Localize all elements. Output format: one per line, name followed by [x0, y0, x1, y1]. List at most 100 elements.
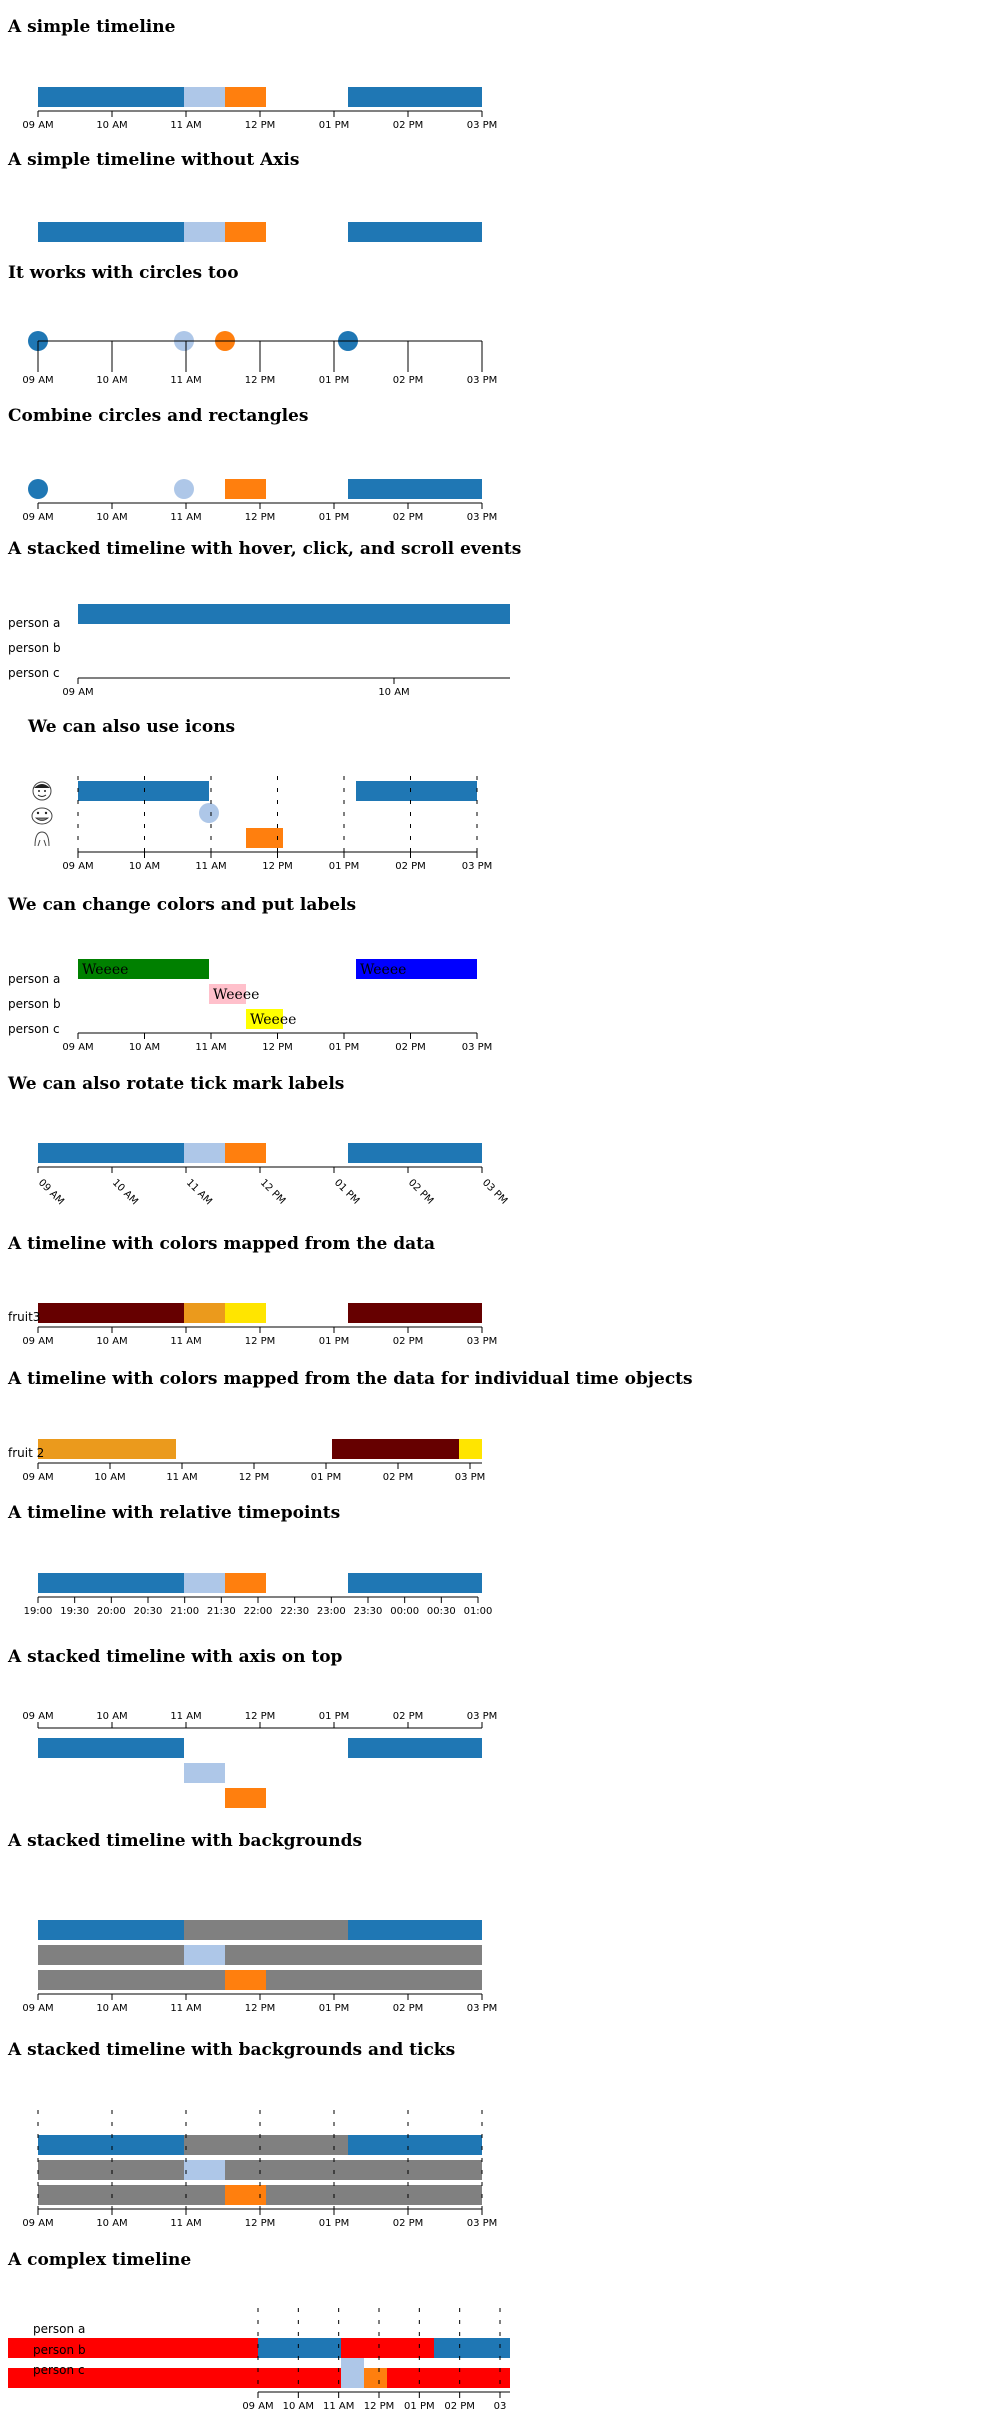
timeline-bar[interactable] [38, 1920, 184, 1940]
timeline-circle[interactable] [199, 803, 219, 823]
timeline-bar[interactable] [356, 959, 477, 979]
section-title: A stacked timeline with hover, click, an… [8, 539, 522, 559]
tick-label: 02 PM [395, 861, 426, 872]
timeline-bar[interactable] [356, 781, 477, 801]
timeline-bar[interactable] [38, 2135, 184, 2155]
timeline-bar[interactable] [225, 1970, 266, 1990]
tick-label: 02 PM [383, 1472, 414, 1483]
timeline-bar[interactable] [225, 479, 266, 499]
timeline-bar[interactable] [38, 1303, 184, 1323]
timeline-bar[interactable] [184, 87, 225, 107]
timeline-bar[interactable] [348, 1303, 482, 1323]
timeline-bar[interactable] [348, 479, 482, 499]
timeline-bar[interactable] [78, 604, 510, 624]
tick-label: 20:00 [97, 1606, 126, 1617]
timeline-bar[interactable] [225, 1788, 266, 1808]
timeline-bar[interactable] [38, 1738, 184, 1758]
timeline-bar[interactable] [348, 1143, 482, 1163]
tick-label: 12 PM [258, 1177, 287, 1206]
timeline-bar[interactable] [332, 1439, 459, 1459]
tick-label: 02 PM [393, 512, 424, 523]
timeline-bar[interactable] [246, 828, 283, 848]
timeline-bar[interactable] [225, 1143, 266, 1163]
tick-label: 09 AM [22, 2218, 53, 2229]
tick-label: 00:00 [390, 1606, 419, 1617]
timeline-bar[interactable] [434, 2338, 510, 2358]
timeline-bar[interactable] [258, 2338, 341, 2358]
timeline-bar[interactable] [225, 222, 266, 242]
tick-label: 03 PM [467, 1711, 498, 1722]
timeline-bar[interactable] [38, 222, 184, 242]
tick-label: 21:00 [170, 1606, 199, 1617]
timeline-bar[interactable] [78, 781, 209, 801]
timeline-bar[interactable] [364, 2368, 387, 2388]
tick-label: 01 PM [329, 1042, 360, 1053]
rotated-labels-timeline: 09 AM 10 AM 11 AM 12 PM 01 PM 02 PM 03 PM [36, 1143, 509, 1207]
timeline-bar[interactable] [348, 2135, 482, 2155]
tick-label: 11 AM [170, 2003, 201, 2014]
timeline-bar[interactable] [184, 1763, 225, 1783]
tick-label: 10 AM [96, 1711, 127, 1722]
section-title: A stacked timeline with backgrounds [8, 1831, 363, 1851]
timeline-bar[interactable] [38, 1439, 176, 1459]
tick-label: 10 AM [129, 861, 160, 872]
tick-label: 11 AM [184, 1177, 214, 1207]
section-title: We can also rotate tick mark labels [8, 1074, 345, 1094]
timeline-bar[interactable] [184, 1945, 225, 1965]
tick-label: 11 AM [170, 512, 201, 523]
timeline-bar[interactable] [225, 87, 266, 107]
tick-label: 12 PM [245, 2003, 276, 2014]
timeline-bar[interactable] [8, 2338, 258, 2358]
timeline-bar[interactable] [209, 984, 246, 1004]
tick-label: 02 PM [393, 120, 424, 131]
tick-label: 09 AM [22, 1472, 53, 1483]
timeline-bar[interactable] [8, 2368, 365, 2388]
timeline-bar[interactable] [246, 1009, 283, 1029]
tick-label: 03 PM [462, 1042, 493, 1053]
timeline-bar[interactable] [78, 959, 209, 979]
timeline-bar[interactable] [184, 222, 225, 242]
timeline-bar[interactable] [225, 1303, 266, 1323]
tick-label: 12 PM [245, 375, 276, 386]
timeline-bar[interactable] [38, 87, 184, 107]
tick-label: 02 PM [393, 1711, 424, 1722]
tick-label: 12 PM [245, 2218, 276, 2229]
circles-timeline: 09 AM 10 AM 11 AM 12 PM 01 PM 02 PM 03 PM [22, 331, 497, 386]
timeline-circle[interactable] [28, 479, 48, 499]
timeline-bar[interactable] [184, 1573, 225, 1593]
timeline-bar[interactable] [348, 87, 482, 107]
timeline-bar[interactable] [341, 2338, 434, 2358]
timeline-bar[interactable] [225, 2185, 266, 2205]
tick-label: 03 [494, 2401, 507, 2412]
row-label: fruit 2 [8, 1446, 44, 1460]
timeline-circle[interactable] [174, 479, 194, 499]
timeline-bar[interactable] [348, 222, 482, 242]
timeline-bar[interactable] [184, 1303, 225, 1323]
tick-label: 21:30 [207, 1606, 236, 1617]
timeline-bar[interactable] [225, 1573, 266, 1593]
timeline-bar[interactable] [348, 1920, 482, 1940]
tick-label: 09 AM [22, 512, 53, 523]
timeline-bar[interactable] [38, 1143, 184, 1163]
timeline-bar[interactable] [341, 2358, 364, 2368]
tick-label: 01 PM [319, 2218, 350, 2229]
tick-label: 11 AM [195, 1042, 226, 1053]
tick-label: 02 PM [395, 1042, 426, 1053]
section-title: A timeline with colors mapped from the d… [8, 1369, 693, 1389]
tick-label: 09 AM [22, 1711, 53, 1722]
timeline-bar[interactable] [387, 2368, 510, 2388]
section-title: A simple timeline [8, 17, 176, 37]
timeline-bar[interactable] [184, 1143, 225, 1163]
row-label: person c [8, 1022, 60, 1036]
tick-label: 20:30 [134, 1606, 163, 1617]
timeline-bar[interactable] [38, 1573, 184, 1593]
tick-label: 12 PM [262, 1042, 293, 1053]
time-axis[interactable]: 09 AM 10 AM [62, 677, 510, 698]
timeline-bar[interactable] [341, 2368, 364, 2388]
tick-label: 19:00 [24, 1606, 53, 1617]
timeline-bar[interactable] [348, 1573, 482, 1593]
timeline-bar[interactable] [459, 1439, 482, 1459]
timeline-bar[interactable] [348, 1738, 482, 1758]
simple-timeline: 09 AM 10 AM 11 AM 12 PM 01 PM 02 PM 03 PM [22, 87, 497, 131]
timeline-bar[interactable] [184, 2160, 225, 2180]
